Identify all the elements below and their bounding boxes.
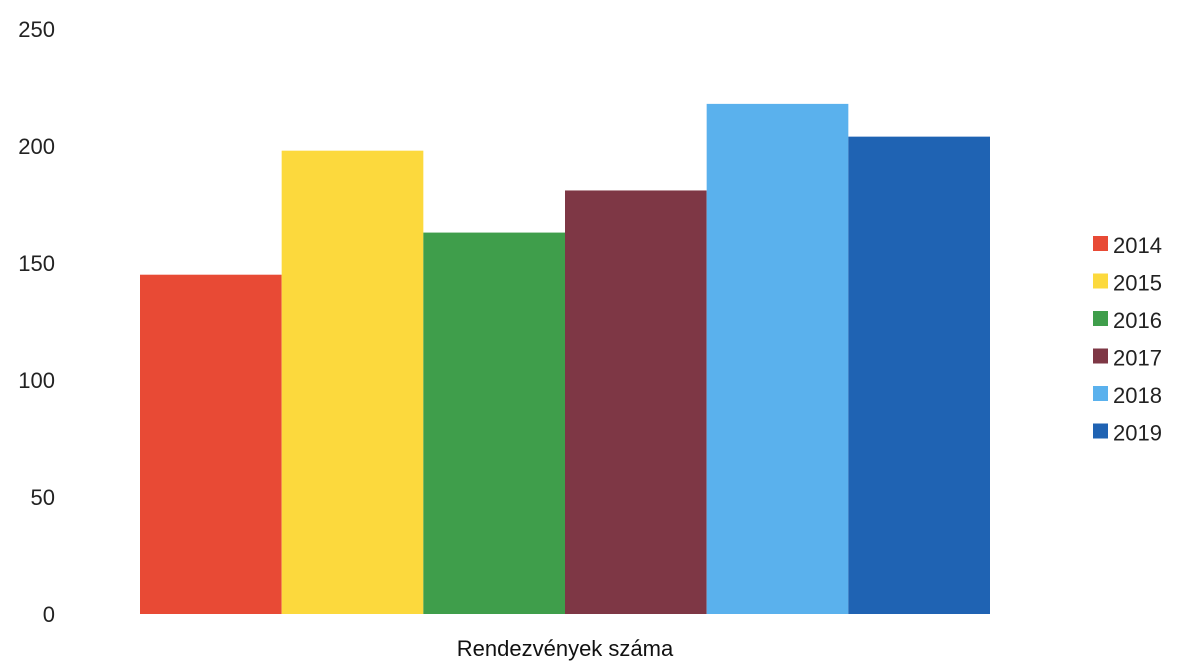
legend-label-2019: 2019 — [1113, 421, 1162, 446]
bar-2016 — [423, 232, 565, 614]
y-tick-label: 250 — [18, 17, 55, 42]
legend-label-2016: 2016 — [1113, 308, 1162, 333]
bar-2014 — [140, 274, 282, 614]
legend-swatch-2017 — [1093, 348, 1108, 364]
legend-label-2015: 2015 — [1113, 271, 1162, 296]
y-tick-label: 0 — [43, 602, 55, 627]
legend-swatch-2015 — [1093, 273, 1108, 289]
legend-swatch-2014 — [1093, 236, 1108, 251]
x-axis: Rendezvények száma — [457, 636, 674, 661]
legend-label-2018: 2018 — [1113, 383, 1162, 408]
legend-swatch-2018 — [1093, 386, 1108, 401]
y-tick-label: 200 — [18, 134, 55, 159]
bar-2018 — [706, 103, 849, 614]
y-axis: 0 50 100 150 200 250 — [18, 17, 55, 627]
legend: 2014 2015 2016 2017 2018 2019 — [1093, 233, 1162, 446]
bar-2015 — [281, 150, 424, 614]
x-category-label: Rendezvények száma — [457, 636, 674, 661]
bar-2019 — [848, 136, 990, 614]
y-tick-label: 150 — [18, 251, 55, 276]
legend-label-2014: 2014 — [1113, 233, 1162, 258]
legend-swatch-2016 — [1093, 311, 1108, 326]
bar-2017 — [565, 190, 707, 614]
bars — [140, 103, 990, 614]
y-tick-label: 100 — [18, 368, 55, 393]
y-tick-label: 50 — [31, 485, 55, 510]
legend-swatch-2019 — [1093, 423, 1108, 439]
legend-label-2017: 2017 — [1113, 346, 1162, 371]
